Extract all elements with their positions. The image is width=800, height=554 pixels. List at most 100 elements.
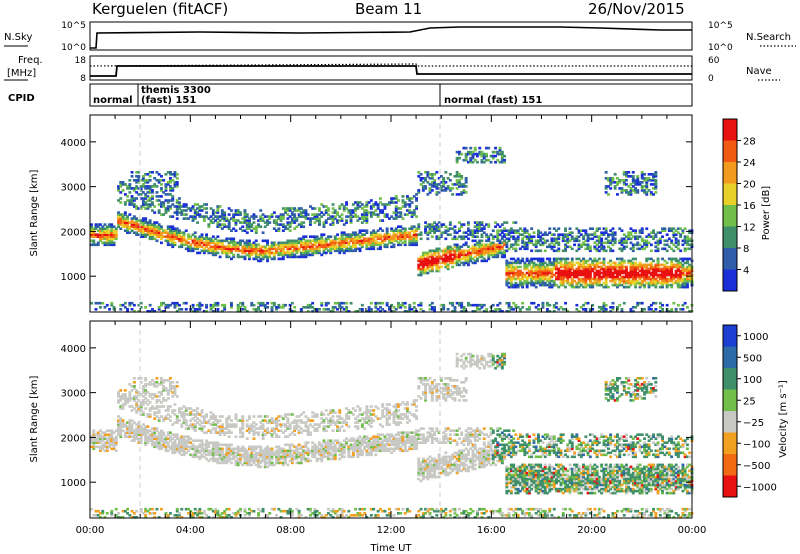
scatter-cell-2308 — [446, 267, 450, 271]
scatter-cell-231 — [135, 225, 139, 228]
scatter-cell-3124 — [546, 303, 549, 307]
scatter-cell-3500 — [593, 259, 597, 263]
scatter-cell-3105 — [541, 237, 545, 241]
scatter-cell-294 — [141, 199, 145, 202]
scatter-cell-319 — [144, 181, 148, 184]
scatter-cell-587 — [178, 231, 181, 234]
scatter-cell-3130 — [546, 271, 549, 275]
scatter-cell-1460 — [320, 237, 324, 241]
scatter-cell-1447 — [318, 221, 321, 224]
scatter-cell-2989 — [528, 237, 531, 241]
scatter-cell-128 — [119, 429, 123, 432]
scatter-cell-181 — [128, 303, 132, 307]
scatter-cell-167 — [126, 512, 129, 515]
scatter-cell-1436 — [315, 213, 319, 216]
scatter-cell-503 — [169, 431, 172, 434]
scatter-cell-1413 — [313, 243, 317, 247]
scatter-cell-2379 — [455, 257, 459, 261]
scatter-cell-1871 — [385, 203, 389, 206]
scatter-cell-628 — [184, 209, 188, 212]
scatter-cell-1088 — [261, 257, 265, 261]
scatter-cell-3255 — [561, 257, 565, 261]
scatter-cell-4209 — [670, 267, 674, 271]
scatter-cell-2720 — [496, 251, 500, 255]
scatter-cell-1018 — [250, 301, 254, 305]
scatter-cell-259 — [137, 177, 141, 180]
scatter-cell-2686 — [491, 255, 495, 259]
scatter-cell-2492 — [467, 259, 470, 263]
scatter-cell-1945 — [399, 235, 403, 238]
scatter-cell-2 — [90, 441, 93, 444]
scatter-cell-3153 — [548, 257, 552, 261]
scatter-cell-2433 — [460, 249, 464, 253]
scatter-cell-4050 — [652, 301, 655, 305]
scatter-cell-2860 — [512, 261, 516, 265]
scatter-cell-1281 — [293, 255, 297, 259]
scatter-cell-3875 — [634, 273, 637, 277]
scatter-cell-4066 — [652, 193, 655, 196]
scatter-cell-478 — [166, 241, 170, 245]
scatter-cell-1819 — [376, 205, 380, 208]
scatter-cell-4235 — [674, 308, 678, 311]
scatter-cell-99 — [114, 514, 118, 517]
scatter-cell-3864 — [631, 179, 635, 182]
scatter-cell-654 — [191, 247, 195, 251]
scatter-cell-454 — [162, 205, 166, 208]
scatter-cell-2960 — [525, 279, 529, 283]
scatter-cell-307 — [144, 225, 148, 228]
scatter-cell-3961 — [640, 171, 644, 174]
scatter-cell-1129 — [268, 249, 272, 253]
scatter-cell-3674 — [613, 281, 617, 285]
scatter-cell-4298 — [681, 269, 685, 273]
scatter-cell-3184 — [552, 261, 556, 265]
scatter-cell-3217 — [557, 269, 561, 273]
scatter-cell-238 — [135, 405, 139, 408]
scatter-cell-367 — [151, 379, 154, 382]
scatter-cell-515 — [169, 177, 172, 180]
scatter-cell-561 — [175, 237, 179, 241]
scatter-cell-4125 — [658, 269, 662, 273]
scatter-cell-598 — [180, 241, 184, 245]
scatter-cell-3397 — [582, 303, 585, 307]
scatter-cell-3990 — [645, 265, 649, 269]
scatter-cell-105 — [114, 437, 118, 440]
scatter-cell-3176 — [552, 303, 556, 307]
scatter-cell-857 — [223, 219, 227, 222]
scatter-cell-1950 — [399, 215, 403, 218]
scatter-cell-3984 — [645, 277, 649, 281]
scatter-cell-33 — [99, 516, 102, 519]
scatter-cell-2898 — [516, 265, 520, 269]
scatter-cell-3030 — [534, 277, 538, 281]
scatter-cell-2371 — [453, 229, 457, 232]
scatter-cell-2559 — [473, 152, 477, 156]
scatter-cell-2030 — [412, 237, 416, 241]
scatter-cell-216 — [132, 431, 136, 434]
scatter-cell-3394 — [579, 233, 583, 236]
scatter-cell-858 — [223, 217, 227, 220]
scatter-cell-192 — [128, 187, 132, 190]
scatter-cell-1621 — [345, 207, 348, 210]
scatter-cell-2614 — [480, 233, 484, 236]
scatter-cell-2730 — [496, 229, 500, 232]
scatter-cell-743 — [205, 233, 208, 236]
scatter-cell-1511 — [329, 243, 333, 247]
scatter-cell-4106 — [656, 265, 660, 269]
scatter-cell-4040 — [649, 249, 653, 253]
scatter-cell-2654 — [485, 154, 488, 158]
scatter-cell-447 — [160, 175, 163, 178]
scatter-cell-501 — [169, 437, 172, 440]
scatter-cell-938 — [236, 219, 240, 222]
scatter-cell-1725 — [363, 219, 367, 222]
scatter-cell-664 — [193, 308, 197, 311]
scatter-cell-427 — [160, 447, 163, 451]
scatter-cell-1657 — [351, 231, 355, 234]
scatter-cell-4184 — [665, 233, 669, 236]
scatter-cell-21 — [94, 235, 98, 238]
scatter-cell-1734 — [365, 245, 369, 249]
scatter-cell-266 — [139, 231, 143, 234]
scatter-cell-2198 — [433, 253, 436, 257]
scatter-cell-323 — [146, 441, 150, 444]
scatter-cell-600 — [180, 237, 184, 241]
scatter-cell-42 — [99, 227, 102, 230]
